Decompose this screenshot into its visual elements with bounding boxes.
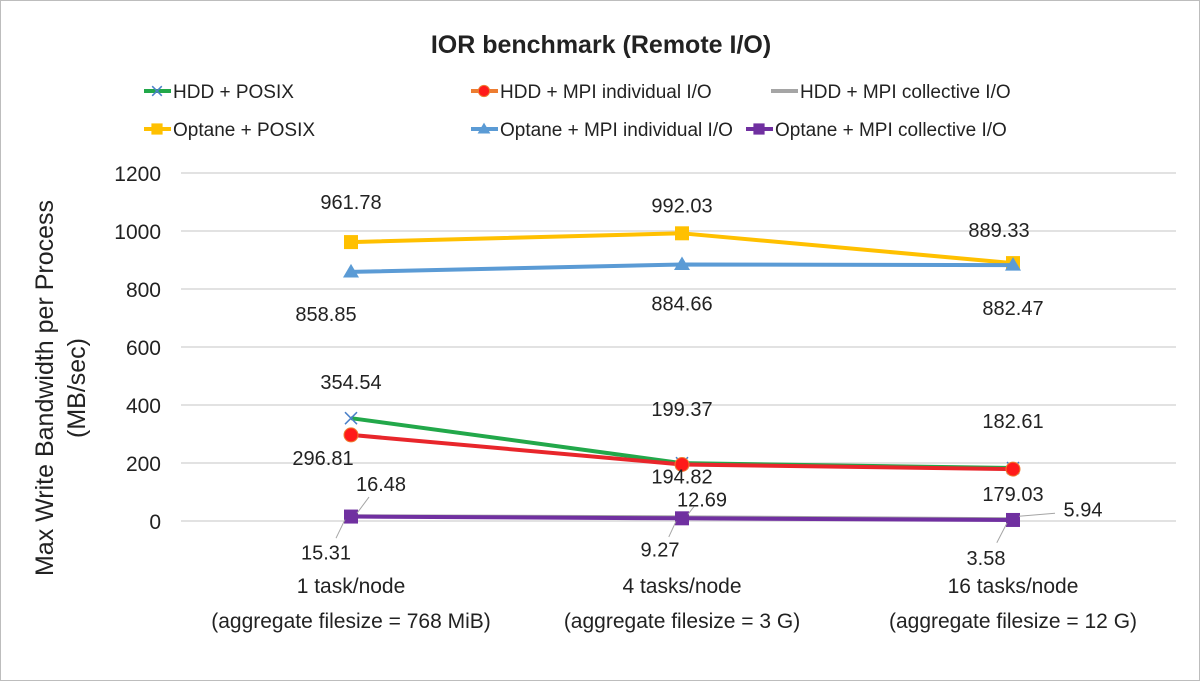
legend-label: HDD + POSIX <box>173 82 294 103</box>
y-tick-label: 1000 <box>114 221 161 244</box>
y-tick-label: 0 <box>149 511 161 534</box>
circle-marker <box>1005 461 1021 477</box>
series-optane-mpi-collective-i-o <box>344 509 1020 527</box>
data-label: 3.58 <box>967 548 1006 570</box>
legend-item: HDD + MPI collective I/O <box>771 82 1011 103</box>
x-marker <box>344 411 358 425</box>
data-labels: 354.54 199.37 182.61 296.81 194.82 179.03 16.4… <box>292 192 1102 570</box>
leader-line <box>996 522 1008 543</box>
data-label: 354.54 <box>320 372 381 394</box>
legend-item: HDD + POSIX <box>144 82 294 103</box>
data-label: 5.94 <box>1064 499 1103 521</box>
x-tick-label: 4 tasks/node <box>622 575 741 598</box>
legend-label: Optane + POSIX <box>173 120 315 141</box>
circle-marker <box>477 84 491 98</box>
series-optane-mpi-individual-i-o <box>343 256 1021 278</box>
legend-label: HDD + MPI collective I/O <box>800 82 1011 103</box>
x-tick-sublabel: (aggregate filesize = 768 MiB) <box>211 610 491 633</box>
x-tick-label: 1 task/node <box>297 575 406 598</box>
square-marker <box>753 123 765 135</box>
legend-item: Optane + MPI individual I/O <box>471 120 733 141</box>
y-tick-label: 200 <box>126 453 161 476</box>
data-label: 882.47 <box>982 298 1043 320</box>
square-marker <box>151 123 163 135</box>
triangle-marker <box>343 263 359 278</box>
chart-title: IOR benchmark (Remote I/O) <box>431 31 771 59</box>
data-label: 992.03 <box>651 195 712 217</box>
x-tick-sublabel: (aggregate filesize = 3 G) <box>564 610 800 633</box>
legend-item: Optane + POSIX <box>144 120 315 141</box>
y-axis-label-line2: (MB/sec) <box>63 338 91 438</box>
legend-label: Optane + MPI collective I/O <box>775 120 1007 141</box>
data-label: 889.33 <box>968 220 1029 242</box>
legend-item: HDD + MPI individual I/O <box>471 82 712 103</box>
data-label: 858.85 <box>295 304 356 326</box>
square-marker <box>1006 512 1020 527</box>
circle-marker <box>674 457 690 473</box>
data-label: 15.31 <box>301 543 351 565</box>
y-axis-label-line1: Max Write Bandwidth per Process <box>31 200 59 576</box>
x-marker <box>151 85 163 97</box>
leader-line <box>335 519 346 539</box>
circle-marker <box>343 427 359 443</box>
data-label: 884.66 <box>651 293 712 315</box>
series-hdd-mpi-individual-i-o <box>343 427 1021 477</box>
triangle-marker <box>477 122 491 134</box>
leader-line <box>668 521 677 538</box>
square-marker <box>675 226 689 241</box>
y-tick-label: 600 <box>126 337 161 360</box>
y-tick-label: 800 <box>126 279 161 302</box>
leader-line <box>356 496 370 514</box>
square-marker <box>675 511 689 526</box>
axes: 0 200 400 600 800 1000 1200 1 task/node (aggrega… <box>114 163 1137 633</box>
data-label: 194.82 <box>651 467 712 489</box>
x-tick-label: 16 tasks/node <box>948 575 1079 598</box>
series-group <box>343 226 1021 527</box>
data-label: 961.78 <box>320 192 381 214</box>
triangle-marker <box>674 256 690 271</box>
data-label: 16.48 <box>356 474 406 496</box>
square-marker <box>344 509 358 524</box>
triangle-marker <box>1005 257 1021 271</box>
x-tick-sublabel: (aggregate filesize = 12 G) <box>889 610 1137 633</box>
data-label: 12.69 <box>677 489 727 511</box>
legend: HDD + POSIX HDD + MPI individual I/O HDD +… <box>144 82 1011 141</box>
data-label: 179.03 <box>982 484 1043 506</box>
y-tick-label: 400 <box>126 395 161 418</box>
y-tick-label: 1200 <box>114 163 161 186</box>
data-label: 182.61 <box>982 411 1043 433</box>
data-label: 199.37 <box>651 399 712 421</box>
data-label: 296.81 <box>292 448 353 470</box>
legend-label: HDD + MPI individual I/O <box>500 82 712 103</box>
leader-line <box>687 506 695 515</box>
legend-label: Optane + MPI individual I/O <box>500 120 733 141</box>
leader-line <box>1018 512 1056 517</box>
square-marker <box>344 235 358 250</box>
data-label: 9.27 <box>641 539 680 561</box>
legend-item: Optane + MPI collective I/O <box>746 120 1007 141</box>
